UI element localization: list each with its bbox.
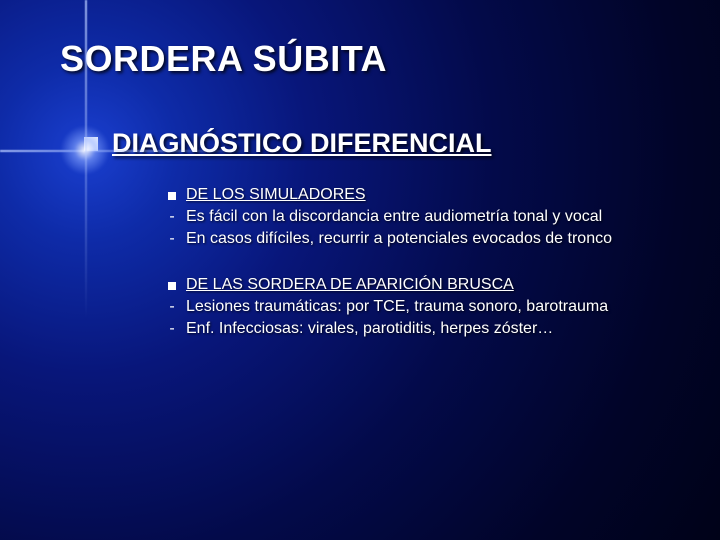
list-item: - Enf. Infecciosas: virales, parotiditis… bbox=[168, 319, 670, 339]
group-1: DE LOS SIMULADORES - Es fácil con la dis… bbox=[168, 185, 670, 249]
group-heading: DE LAS SORDERA DE APARICIÓN BRUSCA bbox=[186, 275, 514, 295]
group-heading: DE LOS SIMULADORES bbox=[186, 185, 366, 205]
dash-bullet-icon: - bbox=[168, 297, 176, 317]
group-heading-row: DE LOS SIMULADORES bbox=[168, 185, 670, 205]
dash-bullet-icon: - bbox=[168, 319, 176, 339]
slide-title: SORDERA SÚBITA bbox=[60, 38, 670, 80]
group-heading-row: DE LAS SORDERA DE APARICIÓN BRUSCA bbox=[168, 275, 670, 295]
dash-bullet-icon: - bbox=[168, 207, 176, 227]
list-item: - Lesiones traumáticas: por TCE, trauma … bbox=[168, 297, 670, 317]
list-item: - En casos difíciles, recurrir a potenci… bbox=[168, 229, 670, 249]
list-item: - Es fácil con la discordancia entre aud… bbox=[168, 207, 670, 227]
square-bullet-icon bbox=[168, 192, 176, 200]
section-heading: DIAGNÓSTICO DIFERENCIAL bbox=[112, 128, 492, 159]
square-bullet-icon bbox=[84, 137, 98, 151]
group-2: DE LAS SORDERA DE APARICIÓN BRUSCA - Les… bbox=[168, 275, 670, 339]
lens-flare-decoration bbox=[0, 0, 720, 540]
square-bullet-icon bbox=[168, 282, 176, 290]
slide: SORDERA SÚBITA DIAGNÓSTICO DIFERENCIAL D… bbox=[0, 0, 720, 540]
list-item-text: En casos difíciles, recurrir a potencial… bbox=[186, 229, 612, 249]
dash-bullet-icon: - bbox=[168, 229, 176, 249]
list-item-text: Es fácil con la discordancia entre audio… bbox=[186, 207, 602, 227]
list-item-text: Enf. Infecciosas: virales, parotiditis, … bbox=[186, 319, 553, 339]
section: DIAGNÓSTICO DIFERENCIAL bbox=[84, 128, 670, 159]
list-item-text: Lesiones traumáticas: por TCE, trauma so… bbox=[186, 297, 608, 317]
